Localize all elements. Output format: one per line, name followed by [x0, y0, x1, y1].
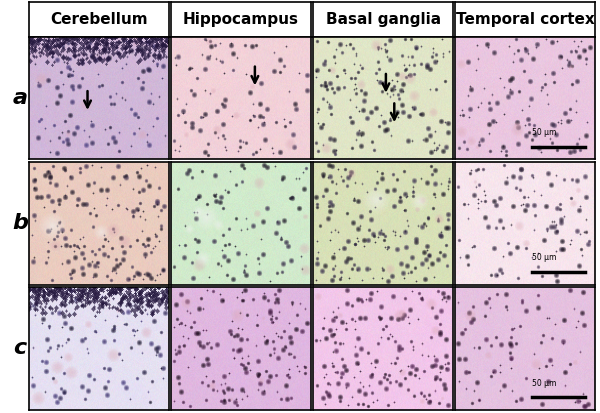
- Text: Cerebellum: Cerebellum: [50, 12, 148, 27]
- Text: a: a: [13, 88, 28, 108]
- Text: b: b: [12, 213, 28, 233]
- Text: c: c: [14, 338, 27, 358]
- Text: 50 μm: 50 μm: [532, 379, 557, 388]
- Text: 50 μm: 50 μm: [532, 254, 557, 263]
- Text: Temporal cortex: Temporal cortex: [456, 12, 595, 27]
- Text: Basal ganglia: Basal ganglia: [326, 12, 440, 27]
- Text: 50 μm: 50 μm: [532, 128, 557, 138]
- Text: Hippocampus: Hippocampus: [183, 12, 299, 27]
